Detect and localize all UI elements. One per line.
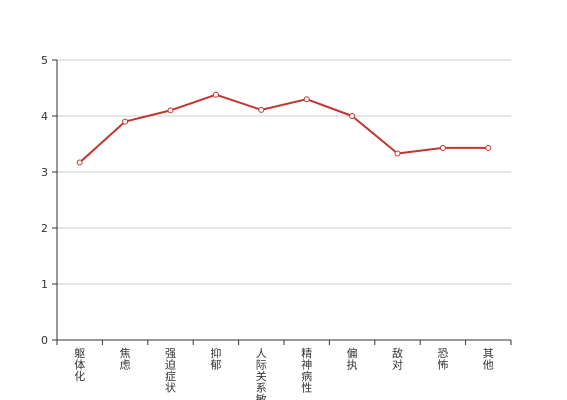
data-point bbox=[439, 144, 446, 151]
x-tick-label: 焦虑 bbox=[120, 347, 131, 372]
y-tick-label: 2 bbox=[41, 222, 48, 235]
data-point bbox=[212, 91, 219, 98]
data-point bbox=[258, 106, 265, 113]
x-tick-label: 强迫症状 bbox=[165, 347, 176, 395]
data-point bbox=[485, 144, 492, 151]
data-point bbox=[303, 96, 310, 103]
data-point bbox=[349, 113, 356, 119]
data-point bbox=[122, 118, 129, 125]
data-point bbox=[167, 107, 174, 114]
x-tick-label: 人际关系敏感 bbox=[256, 347, 267, 400]
x-tick-label: 抑郁 bbox=[210, 346, 221, 372]
x-tick-label: 躯体化 bbox=[74, 347, 85, 383]
y-tick-label: 4 bbox=[41, 110, 48, 123]
x-tick-label: 精神病性 bbox=[301, 347, 312, 395]
y-tick-label: 0 bbox=[41, 334, 48, 347]
series-line bbox=[79, 93, 489, 164]
y-tick-label: 3 bbox=[41, 166, 48, 179]
y-tick-label: 5 bbox=[41, 54, 48, 67]
data-point bbox=[76, 159, 83, 166]
x-tick-label: 其他 bbox=[483, 347, 494, 372]
y-tick-label: 1 bbox=[41, 278, 48, 291]
data-point bbox=[394, 150, 401, 157]
x-tick-label: 敌对 bbox=[392, 346, 403, 372]
x-tick-label: 恐怖 bbox=[437, 347, 448, 372]
x-tick-label: 偏执 bbox=[347, 346, 358, 372]
